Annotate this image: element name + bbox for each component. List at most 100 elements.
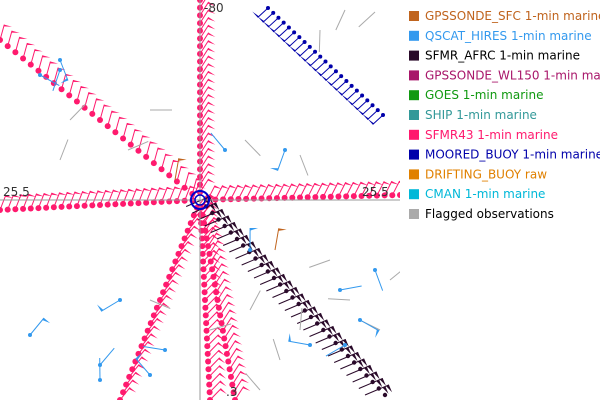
wind-flag [321,182,330,187]
wind-barb [328,298,351,301]
wind-barb [335,9,346,31]
wind-flag [28,193,37,197]
wind-barb [288,36,300,48]
wind-flag [207,178,216,184]
wind-barb [245,373,261,391]
wind-barb [325,344,346,357]
wind-flag [241,378,250,384]
wind-flag [383,181,392,185]
wind-barb [290,306,316,318]
obs-dot [201,281,208,288]
obs-dot [141,335,148,342]
obs-dot [166,198,173,205]
wind-flag [189,185,198,189]
wind-barb [284,299,309,311]
wind-flag [262,254,269,263]
obs-dot [206,381,213,388]
wind-flag [34,49,43,52]
wind-flag [180,166,189,169]
wind-flag [143,188,152,192]
wind-barb [135,358,151,376]
wind-flag [386,384,393,393]
wind-flag [281,274,288,282]
wind-flag [373,371,380,380]
wind-flag [88,92,97,95]
wind-flag [153,325,161,331]
wind-barb [278,293,303,305]
wind-flag [308,308,315,316]
obs-dot [150,199,157,206]
wind-flag [228,223,235,232]
wind-barb [59,59,69,81]
wind-flag [238,363,247,368]
legend-label: SFMR43 1-min marine [425,128,558,142]
wind-flag [188,172,197,175]
legend-label: DRIFTING_BUOY raw [425,167,547,181]
wind-flag [151,187,160,191]
wind-flag [336,332,343,341]
obs-dot [27,61,34,68]
wind-flag [351,103,359,110]
wind-flag [277,275,284,284]
wind-flag [215,210,222,219]
wind-flag [231,324,240,330]
obs-dot [333,69,338,74]
obs-dot [209,266,216,273]
obs-dot [281,194,288,201]
wind-flag [293,287,300,295]
wind-flag [278,228,287,231]
obs-dot [135,200,142,207]
wind-flag [379,378,386,386]
wind-flag [35,193,45,197]
obs-dot [297,35,302,40]
obs-dot [20,205,27,212]
obs-dot [104,123,111,130]
wind-flag [275,267,282,276]
obs-dot [292,30,297,35]
wind-flag [288,333,291,342]
obs-dot [281,20,286,25]
wind-flag [128,387,137,393]
obs-dot [207,397,213,400]
obs-dot [175,250,182,257]
wind-barb [247,260,272,272]
wind-flag [267,26,275,33]
wind-barb [273,22,285,33]
legend-swatch [409,70,419,81]
obs-dot [199,243,206,250]
obs-dot [339,74,344,79]
obs-dot [214,297,221,303]
wind-barb [277,149,286,171]
wind-barb [235,247,260,259]
wind-barb [149,299,171,310]
wind-barb [367,109,379,120]
legend-swatch [409,30,419,41]
wind-barb [335,80,347,91]
wind-flag [244,235,251,243]
obs-dot [366,192,373,199]
lat-label: 25.5 [3,185,30,199]
wind-flag [207,48,216,53]
obs-dot [203,320,210,327]
obs-dot [210,273,217,280]
wind-flag [182,186,191,190]
legend-label: SHIP 1-min marine [425,108,537,122]
wind-flag [330,326,337,334]
legend-label: MOORED_BUOY 1-min marine [425,148,600,162]
legend: GPSSONDE_SFC 1-min marine QSCAT_HIRES 1-m… [409,9,600,221]
wind-flag [172,159,182,163]
wind-flag [190,233,198,239]
wind-flag [229,309,237,314]
wind-barb [374,269,384,291]
wind-flag [166,187,175,190]
wind-flag [207,94,216,99]
legend-swatch [409,110,419,120]
obs-dot [205,243,212,250]
wind-flag [128,188,137,192]
wind-barb [69,103,86,121]
wind-flag [344,182,353,186]
obs-dot [354,88,359,93]
wind-flag [207,1,216,7]
obs-dot [232,397,238,400]
lat-label: 25.5 [362,185,389,199]
